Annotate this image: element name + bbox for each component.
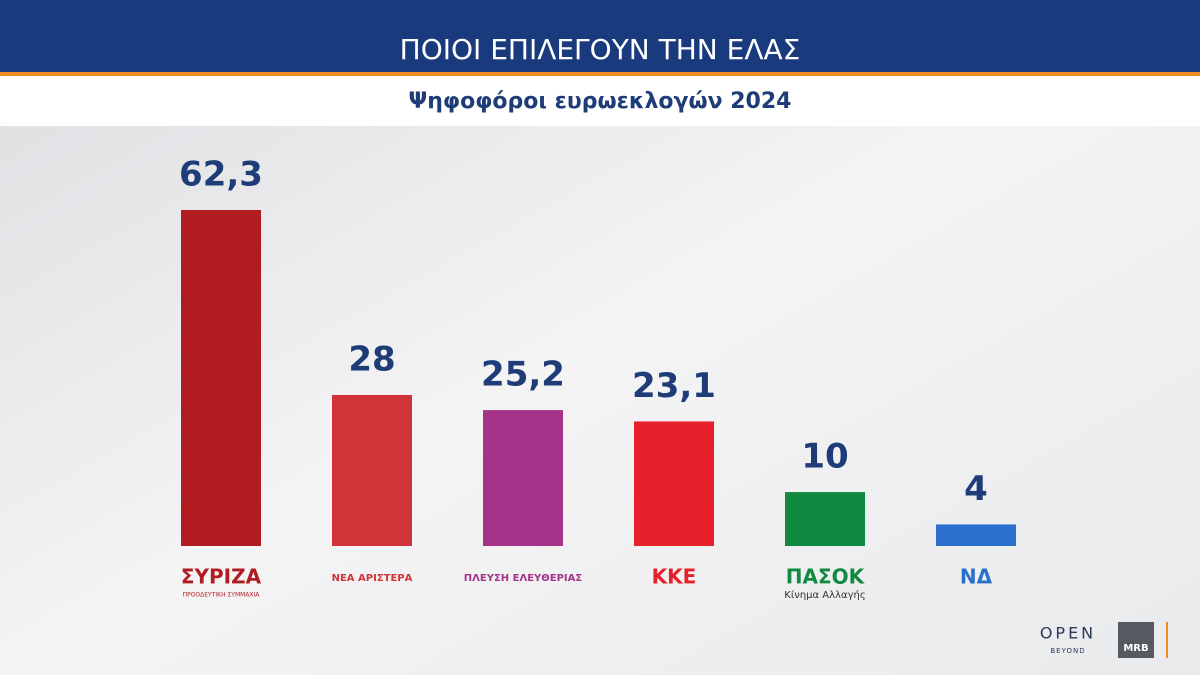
channel-logo: OPEN bbox=[1040, 624, 1096, 643]
party-logo: ΠΑΣΟΚ bbox=[786, 565, 866, 589]
subtitle-bar bbox=[0, 76, 1200, 126]
chart-title: ΠΟΙΟΙ ΕΠΙΛΕΓΟΥΝ ΤΗΝ ΕΛΑΣ bbox=[400, 33, 801, 66]
bar bbox=[483, 410, 563, 546]
header-accent bbox=[0, 72, 1200, 76]
chart-subtitle: Ψηφοφόροι ευρωεκλογών 2024 bbox=[409, 89, 792, 114]
party-logo: ΣΥΡΙΖΑ bbox=[181, 565, 262, 589]
value-label: 62,3 bbox=[179, 155, 263, 195]
bar bbox=[181, 210, 261, 546]
party-logo-sub: ΠΡΟΟΔΕΥΤΙΚΗ ΣΥΜΜΑΧΙΑ bbox=[183, 592, 261, 599]
value-label: 28 bbox=[348, 339, 395, 379]
channel-sub: BEYOND bbox=[1050, 647, 1085, 655]
divider bbox=[1166, 622, 1168, 658]
bar bbox=[785, 492, 865, 546]
bar bbox=[332, 394, 412, 546]
value-label: 23,1 bbox=[632, 366, 716, 406]
party-logo: ΝΔ bbox=[960, 565, 993, 589]
value-label: 4 bbox=[964, 469, 988, 509]
party-logo-sub: Κίνημα Αλλαγής bbox=[784, 589, 865, 601]
pollster-logo: MRB bbox=[1123, 643, 1148, 654]
party-logo: ΠΛΕΥΣΗ ΕΛΕΥΘΕΡΙΑΣ bbox=[464, 573, 583, 584]
value-label: 25,2 bbox=[481, 355, 565, 395]
party-logo: ΝΕΑ ΑΡΙΣΤΕΡΑ bbox=[332, 573, 413, 584]
bar bbox=[936, 524, 1016, 546]
value-label: 10 bbox=[801, 437, 848, 477]
party-logo: ΚΚΕ bbox=[652, 565, 697, 589]
header-bar bbox=[0, 0, 1200, 72]
pollster-box bbox=[1118, 622, 1154, 658]
bar bbox=[634, 421, 714, 546]
